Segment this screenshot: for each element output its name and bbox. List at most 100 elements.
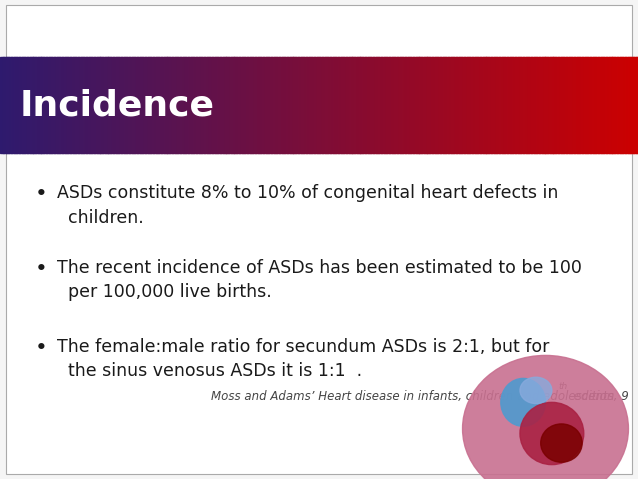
Bar [453,57,455,153]
Bar [471,57,473,153]
Bar [552,57,554,153]
Bar [78,57,80,153]
Bar [273,57,275,153]
Bar [464,57,466,153]
Bar [271,57,273,153]
Bar [309,57,311,153]
Bar [306,57,309,153]
Bar [279,57,281,153]
Bar [582,57,584,153]
Bar [571,57,573,153]
Bar [586,57,588,153]
Bar [267,57,269,153]
Bar [137,57,139,153]
Bar [593,57,595,153]
Bar [195,57,197,153]
Bar [410,57,412,153]
Bar [426,57,428,153]
Bar [503,57,505,153]
Ellipse shape [541,424,582,462]
Bar [80,57,82,153]
Bar [431,57,433,153]
Bar [225,57,227,153]
Bar [401,57,403,153]
Bar [437,57,439,153]
Bar [434,57,436,153]
Bar [447,57,449,153]
Bar [152,57,154,153]
Bar [131,57,133,153]
Bar [311,57,313,153]
Bar [97,57,100,153]
Ellipse shape [501,378,545,426]
Bar [407,57,409,153]
Bar [112,57,114,153]
Bar [622,57,624,153]
Bar [526,57,528,153]
Bar [19,57,22,153]
Bar [211,57,213,153]
Bar [561,57,564,153]
Bar [197,57,198,153]
Bar [598,57,600,153]
Bar [281,57,283,153]
Bar [429,57,431,153]
Bar [412,57,413,153]
Bar [386,57,388,153]
Bar [343,57,345,153]
Bar [96,57,98,153]
Bar [68,57,71,153]
Bar [201,57,203,153]
Bar [440,57,442,153]
Bar [249,57,251,153]
Bar [365,57,367,153]
Bar [108,57,111,153]
Bar [93,57,94,153]
Bar [75,57,77,153]
Bar [56,57,58,153]
Bar [394,57,396,153]
Bar [241,57,243,153]
Bar [402,57,404,153]
Bar [517,57,519,153]
Bar [600,57,602,153]
Text: The female:male ratio for secundum ASDs is 2:1, but for
  the sinus venosus ASDs: The female:male ratio for secundum ASDs … [57,338,550,380]
Bar [399,57,401,153]
Bar [325,57,327,153]
Bar [222,57,224,153]
Bar [207,57,209,153]
Bar [396,57,398,153]
Bar [330,57,332,153]
Bar [375,57,377,153]
Bar [327,57,329,153]
Bar [413,57,415,153]
Bar [427,57,430,153]
Bar [184,57,186,153]
Bar [31,57,33,153]
Bar [150,57,152,153]
Bar [133,57,135,153]
Bar [102,57,105,153]
Bar [142,57,144,153]
Bar [218,57,221,153]
Bar [8,57,10,153]
Bar [24,57,26,153]
Bar [376,57,378,153]
Bar [633,57,635,153]
Bar [477,57,479,153]
Bar [486,57,489,153]
Bar [64,57,66,153]
Bar [542,57,544,153]
Bar [40,57,42,153]
Bar [617,57,619,153]
Bar [126,57,128,153]
Bar [454,57,457,153]
Bar [99,57,101,153]
Bar [469,57,471,153]
Bar [512,57,514,153]
Bar [171,57,173,153]
Bar [466,57,468,153]
Bar [22,57,24,153]
Bar [323,57,326,153]
Bar [625,57,627,153]
